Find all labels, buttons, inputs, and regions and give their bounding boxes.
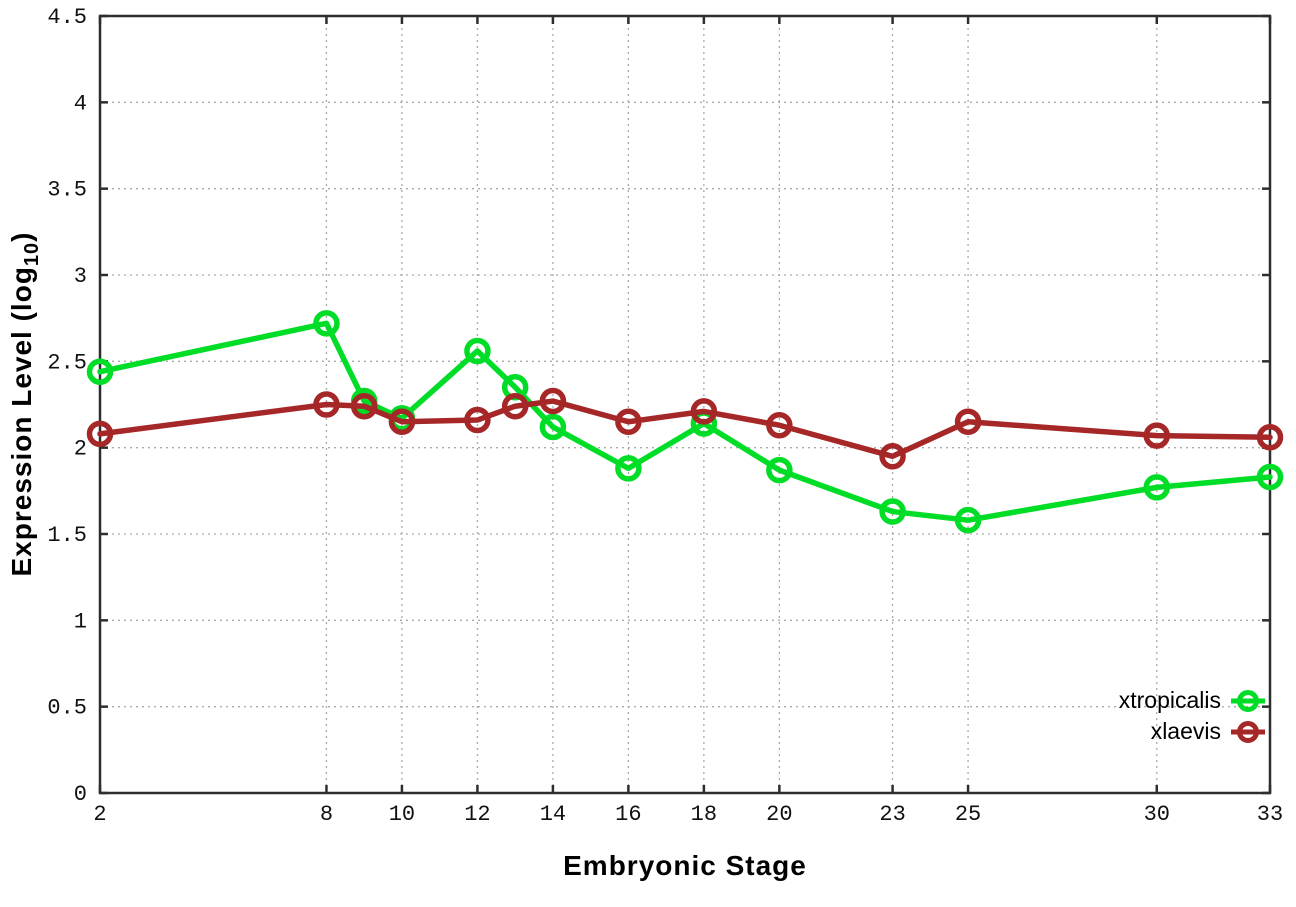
data-point-xlaevis	[350, 392, 378, 420]
data-point-xlaevis	[313, 391, 340, 418]
x-tick-label: 10	[389, 802, 415, 827]
y-tick-label: 1	[74, 609, 87, 634]
data-point-xtropicalis	[1256, 463, 1284, 491]
y-axis-title-subscript: 10	[20, 241, 43, 267]
data-point-xlaevis	[86, 420, 114, 448]
x-tick-label: 20	[766, 802, 792, 827]
x-tick-label: 23	[879, 802, 905, 827]
data-point-xlaevis	[766, 411, 793, 439]
data-point-xtropicalis	[879, 498, 906, 525]
data-point-xlaevis	[1256, 424, 1284, 451]
data-point-xlaevis	[615, 408, 642, 436]
data-point-xtropicalis	[313, 310, 340, 337]
data-point-xtropicalis	[539, 413, 567, 441]
legend-item-xlaevis: xlaevis	[1119, 716, 1266, 747]
y-tick-label: 0	[74, 782, 87, 807]
x-tick-label: 25	[955, 802, 981, 827]
data-point-xtropicalis	[954, 506, 982, 534]
x-tick-label: 2	[93, 802, 106, 827]
data-point-xtropicalis	[615, 455, 642, 482]
y-tick-label: 3	[74, 264, 87, 289]
x-tick-label: 30	[1144, 802, 1170, 827]
data-point-xlaevis	[1143, 422, 1171, 449]
data-point-xtropicalis	[1143, 474, 1171, 501]
data-point-xlaevis	[539, 387, 567, 415]
y-tick-label: 2	[74, 437, 87, 462]
data-point-xlaevis	[879, 443, 906, 470]
legend-label-xlaevis: xlaevis	[1150, 718, 1221, 744]
x-tick-label: 14	[540, 802, 566, 827]
y-tick-label: 3.5	[47, 178, 87, 203]
x-tick-label: 12	[464, 802, 490, 827]
xtropicalis-series-marker-icon	[1231, 689, 1265, 712]
y-tick-label: 0.5	[47, 696, 87, 721]
data-point-xlaevis	[464, 406, 491, 434]
series-line-xlaevis	[97, 398, 1273, 460]
y-tick-label: 2.5	[47, 350, 87, 375]
data-point-xlaevis	[388, 408, 416, 436]
y-axis-title-text: Expression Level (log	[6, 266, 38, 577]
y-tick-label: 4	[74, 91, 87, 116]
legend: xtropicalis xlaevis	[1119, 685, 1266, 747]
x-axis-title: Embryonic Stage	[563, 850, 807, 881]
data-point-xtropicalis	[86, 358, 114, 385]
y-axis-title: Expression Level (log10)	[6, 232, 44, 577]
x-tick-label: 18	[691, 802, 717, 827]
data-point-xtropicalis	[766, 456, 793, 484]
data-point-xtropicalis	[464, 337, 491, 365]
series-line-xtropicalis	[97, 320, 1273, 523]
y-axis-title-close: )	[6, 231, 38, 242]
plot-border	[98, 14, 1272, 795]
x-tick-label: 33	[1257, 802, 1283, 827]
xlaevis-series-marker-icon	[1231, 720, 1265, 743]
data-point-xlaevis	[954, 408, 982, 436]
x-tick-label: 16	[615, 802, 641, 827]
data-point-xlaevis	[690, 398, 718, 425]
x-tick-label: 8	[320, 802, 333, 827]
data-point-xlaevis	[501, 392, 529, 420]
y-tick-label: 1.5	[47, 523, 87, 548]
legend-label-xtropicalis: xtropicalis	[1118, 687, 1221, 713]
y-tick-label: 4.5	[47, 5, 87, 30]
legend-item-xtropicalis: xtropicalis	[1119, 685, 1266, 716]
